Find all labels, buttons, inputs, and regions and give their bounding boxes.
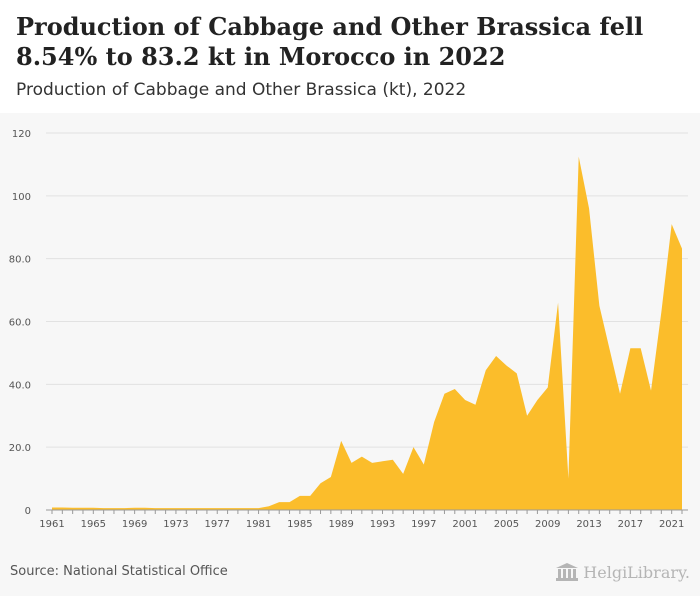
x-tick-label: 2001 bbox=[452, 519, 477, 530]
x-tick-label: 1977 bbox=[205, 519, 230, 530]
x-tick-label: 2005 bbox=[494, 519, 519, 530]
y-tick-label: 120 bbox=[12, 129, 31, 140]
header: Production of Cabbage and Other Brassica… bbox=[0, 0, 700, 113]
y-tick-label: 100 bbox=[12, 192, 31, 203]
y-tick-label: 0 bbox=[25, 506, 31, 517]
series-area-fill bbox=[52, 156, 682, 510]
chart-area: 0 20.0 40.0 60.0 80.0 100 120 1961 1965 1969 1973… bbox=[0, 113, 700, 550]
y-tick-label: 80.0 bbox=[9, 255, 31, 266]
x-tick-label: 2017 bbox=[618, 519, 643, 530]
chart-subtitle: Production of Cabbage and Other Brassica… bbox=[16, 80, 467, 100]
x-tick-label: 1985 bbox=[287, 519, 312, 530]
brand-logo[interactable]: HelgiLibrary. bbox=[555, 560, 690, 584]
y-axis-ticks: 0 20.0 40.0 60.0 80.0 100 120 bbox=[9, 129, 31, 517]
x-tick-label: 1973 bbox=[163, 519, 188, 530]
brand-name: HelgiLibrary. bbox=[583, 562, 690, 582]
x-tick-label: 1997 bbox=[411, 519, 436, 530]
x-tick-label: 1993 bbox=[370, 519, 395, 530]
y-tick-label: 60.0 bbox=[9, 318, 31, 329]
x-tick-label: 2009 bbox=[535, 519, 560, 530]
y-tick-label: 20.0 bbox=[9, 443, 31, 454]
library-building-icon bbox=[556, 563, 579, 581]
footer: Source: National Statistical Office Helg… bbox=[0, 550, 700, 596]
x-tick-label: 1965 bbox=[81, 519, 106, 530]
series-area bbox=[52, 156, 682, 510]
x-tick-label: 1981 bbox=[246, 519, 271, 530]
area-chart: 0 20.0 40.0 60.0 80.0 100 120 1961 1965 1969 1973… bbox=[9, 129, 688, 530]
y-tick-label: 40.0 bbox=[9, 380, 31, 391]
x-tick-label: 1989 bbox=[328, 519, 353, 530]
x-tick-label: 2021 bbox=[659, 519, 684, 530]
page-title: Production of Cabbage and Other Brassica… bbox=[16, 12, 644, 71]
x-tick-label: 2013 bbox=[576, 519, 601, 530]
x-axis: 1961 1965 1969 1973 1977 1981 1985 1989 1993 1997… bbox=[39, 509, 688, 530]
x-tick-label: 1969 bbox=[122, 519, 147, 530]
source-note: Source: National Statistical Office bbox=[10, 564, 228, 579]
x-tick-label: 1961 bbox=[39, 519, 64, 530]
